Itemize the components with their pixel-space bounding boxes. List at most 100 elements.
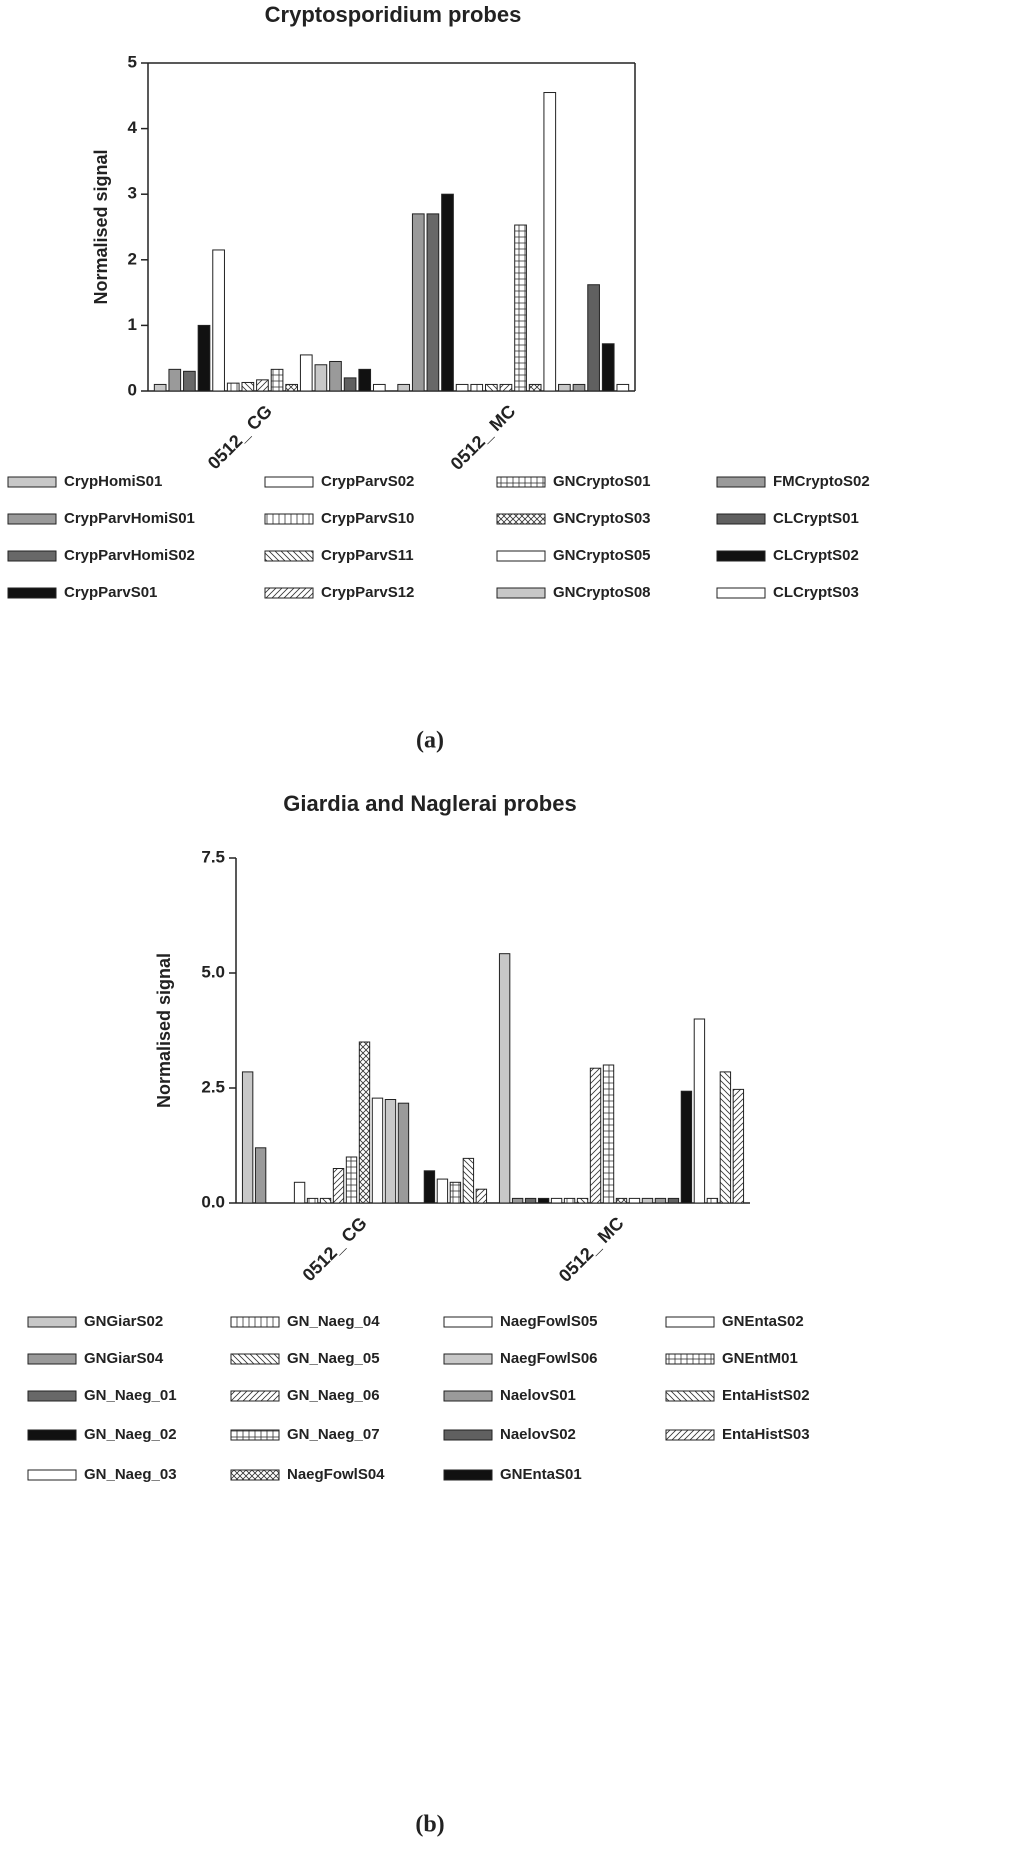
legend-swatch — [496, 476, 546, 488]
legend-swatch — [27, 1390, 77, 1402]
legend-label: GNEntaS01 — [500, 1466, 582, 1483]
legend-label: GN_Naeg_04 — [287, 1313, 380, 1330]
legend-swatch — [496, 587, 546, 599]
bar — [397, 383, 411, 392]
legend-label: GNCryptoS03 — [553, 510, 651, 527]
y-tick-label: 4 — [128, 118, 138, 137]
bar — [306, 1197, 319, 1204]
bar — [524, 1197, 537, 1204]
bar — [358, 368, 372, 392]
legend-label: GNCryptoS05 — [553, 547, 651, 564]
bar — [371, 1097, 384, 1204]
bar — [693, 1018, 706, 1204]
legend-swatch — [264, 476, 314, 488]
legend-swatch — [27, 1316, 77, 1328]
x-tick-label: 0512_ MC — [555, 1213, 628, 1286]
bar — [667, 1197, 680, 1204]
bar — [511, 1197, 524, 1204]
legend-label: NaelovS01 — [500, 1387, 576, 1404]
figure-caption: (a) — [416, 728, 444, 754]
legend-label: GNEntM01 — [722, 1350, 798, 1367]
legend-label: CLCryptS02 — [773, 547, 859, 564]
bar — [285, 383, 299, 392]
bar — [732, 1088, 745, 1204]
bar — [411, 213, 425, 392]
legend-swatch — [443, 1469, 493, 1481]
legend-swatch — [230, 1390, 280, 1402]
legend-swatch — [7, 513, 57, 525]
bar — [183, 370, 196, 392]
legend-swatch — [443, 1316, 493, 1328]
bar — [601, 343, 615, 392]
bar — [153, 383, 167, 392]
legend-label: FMCryptoS02 — [773, 473, 870, 490]
legend-swatch — [230, 1353, 280, 1365]
bar — [628, 1197, 641, 1204]
legend-swatch — [264, 550, 314, 562]
bar — [563, 1197, 576, 1204]
bar — [332, 1168, 345, 1204]
bar — [345, 1156, 358, 1204]
legend-label: CrypParvS01 — [64, 584, 157, 601]
legend-label: GNCryptoS08 — [553, 584, 651, 601]
legend-label: CLCryptS01 — [773, 510, 859, 527]
bar — [484, 383, 498, 392]
bar — [528, 383, 542, 392]
legend-label: NaegFowlS05 — [500, 1313, 598, 1330]
bar — [455, 383, 469, 392]
bar — [436, 1178, 449, 1204]
bar — [226, 382, 240, 392]
legend-label: CrypHomiS01 — [64, 473, 162, 490]
bar — [293, 1181, 306, 1204]
bar — [241, 381, 255, 392]
legend-label: CrypParvHomiS01 — [64, 510, 195, 527]
bar — [319, 1197, 332, 1204]
bar — [587, 284, 600, 392]
legend-label: GN_Naeg_06 — [287, 1387, 380, 1404]
legend-swatch — [230, 1429, 280, 1441]
y-tick-label: 5 — [128, 52, 137, 71]
legend-swatch — [7, 550, 57, 562]
legend-label: EntaHistS03 — [722, 1426, 810, 1443]
legend-swatch — [716, 550, 766, 562]
legend-swatch — [496, 513, 546, 525]
legend-swatch — [665, 1353, 715, 1365]
bar — [543, 92, 557, 392]
bar — [576, 1197, 589, 1204]
bar — [550, 1197, 563, 1204]
bar — [241, 1071, 254, 1204]
legend-label: CrypParvS11 — [321, 547, 414, 564]
y-tick-label: 3 — [128, 184, 137, 203]
legend-swatch — [665, 1390, 715, 1402]
bar — [462, 1157, 475, 1204]
bar — [616, 383, 630, 392]
bar — [299, 354, 313, 392]
bar — [706, 1197, 719, 1204]
legend-swatch — [716, 476, 766, 488]
legend-label: GN_Naeg_03 — [84, 1466, 177, 1483]
bar — [602, 1064, 615, 1204]
bar — [719, 1071, 732, 1204]
y-axis-label: Normalised signal — [154, 953, 174, 1108]
legend-label: CrypParvHomiS02 — [64, 547, 195, 564]
legend-swatch — [27, 1353, 77, 1365]
bar — [537, 1197, 550, 1204]
bar — [654, 1197, 667, 1204]
legend-swatch — [27, 1469, 77, 1481]
legend-swatch — [443, 1390, 493, 1402]
legend-swatch — [496, 550, 546, 562]
legend-label: GN_Naeg_01 — [84, 1387, 177, 1404]
legend-swatch — [716, 513, 766, 525]
legend-label: GNGiarS02 — [84, 1313, 163, 1330]
bar — [615, 1197, 628, 1204]
legend-label: CLCryptS03 — [773, 584, 859, 601]
bar — [514, 224, 527, 392]
bar — [372, 383, 386, 392]
bar — [641, 1197, 654, 1204]
bar — [384, 1099, 397, 1204]
legend-label: GNEntaS02 — [722, 1313, 804, 1330]
y-tick-label: 1 — [128, 315, 137, 334]
bar — [256, 379, 269, 392]
y-tick-label: 5.0 — [201, 962, 225, 981]
